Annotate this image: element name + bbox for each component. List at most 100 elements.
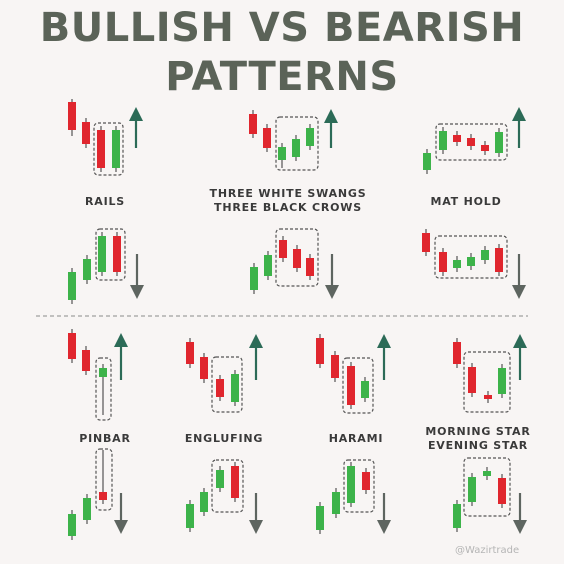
pattern-label-three-white-swangs: THREE BLACK CROWS: [214, 201, 362, 214]
candle-bear-3: [484, 391, 492, 403]
pattern-label-englufing: ENGLUFING: [185, 432, 263, 445]
candle-bear-4: [362, 468, 370, 494]
candle-bear-5: [306, 254, 314, 280]
pattern-highlight-box: [95, 228, 126, 281]
arrow-down-icon: [130, 254, 144, 299]
arrow-down-icon: [513, 493, 527, 534]
pattern-highlight-box: [275, 116, 319, 171]
candle-bull-3: [347, 462, 355, 507]
pattern-label-three-white-swangs: THREE WHITE SWANGS: [210, 187, 367, 200]
candle-bull-2: [264, 251, 272, 280]
candle-bull-2: [83, 255, 91, 284]
candle-bear-3: [99, 450, 107, 504]
candle-bear-1: [186, 338, 194, 368]
candle-bull-3: [278, 143, 286, 168]
candle-bear-3: [97, 126, 105, 172]
candle-bull-4: [361, 377, 369, 402]
candle-bear-1: [316, 334, 324, 368]
pattern-label-rails: RAILS: [85, 195, 125, 208]
candle-bear-2: [263, 124, 271, 152]
evening-star-bearish: [453, 457, 527, 534]
mat-hold-bullish: [423, 107, 526, 174]
arrow-up-icon: [129, 107, 143, 148]
candle-bull-1: [68, 510, 76, 540]
candle-bear-6: [495, 244, 503, 276]
candle-bull-1: [453, 500, 461, 532]
mat-hold-bearish: [422, 229, 526, 299]
candle-bull-3: [453, 256, 461, 272]
candle-bull-2: [83, 494, 91, 524]
englufing-bullish: [186, 334, 263, 413]
pattern-highlight-box: [275, 228, 319, 287]
arrow-up-icon: [324, 109, 338, 148]
candle-bull-6: [495, 128, 503, 157]
candle-bull-4: [112, 126, 120, 172]
candle-bull-4: [467, 253, 475, 270]
pattern-highlight-box: [95, 448, 113, 511]
arrow-down-icon: [325, 254, 339, 299]
watermark: @Wazirtrade: [455, 545, 519, 556]
harami-bearish: [316, 459, 391, 534]
candle-bull-2: [468, 473, 476, 506]
candle-bull-3: [99, 364, 107, 415]
candle-bull-3: [483, 467, 491, 480]
candle-bull-1: [250, 263, 258, 294]
candle-bear-3: [453, 131, 461, 146]
pattern-highlight-box: [95, 357, 112, 421]
candle-bear-3: [347, 362, 355, 409]
englufing-bearish: [186, 459, 263, 534]
arrow-up-icon: [512, 107, 526, 148]
candle-bull-2: [439, 127, 447, 154]
candle-bull-4: [292, 135, 300, 161]
candle-bear-4: [467, 134, 475, 150]
candle-bear-4: [498, 474, 506, 508]
pinbar-bullish: [68, 329, 128, 421]
rails-bullish: [68, 99, 143, 176]
candle-bear-2: [200, 353, 208, 383]
candle-bear-1: [68, 99, 76, 136]
arrow-up-icon: [513, 334, 527, 380]
candle-bear-2: [331, 351, 339, 382]
pattern-highlight-box: [342, 357, 374, 414]
candle-bear-4: [113, 232, 121, 276]
candle-bear-3: [279, 236, 287, 262]
rails-bearish: [68, 228, 144, 304]
arrow-down-icon: [249, 493, 263, 534]
pattern-highlight-box: [434, 235, 508, 279]
harami-bullish: [316, 334, 391, 414]
morning-star-bullish: [453, 334, 527, 413]
pattern-label-mat-hold: MAT HOLD: [430, 195, 501, 208]
candle-bull-1: [68, 268, 76, 304]
candle-bull-1: [423, 149, 431, 174]
arrow-down-icon: [512, 254, 526, 299]
pattern-highlight-box: [343, 459, 375, 513]
page-title: BULLISH VS BEARISH PATTERNS: [0, 4, 564, 102]
title-line-1: BULLISH VS BEARISH: [39, 5, 525, 51]
candle-bear-1: [422, 229, 430, 256]
candle-bull-4: [498, 364, 506, 398]
candle-bear-4: [231, 462, 239, 502]
arrow-up-icon: [114, 333, 128, 380]
pattern-highlight-box: [93, 122, 124, 176]
candle-bull-3: [98, 232, 106, 276]
candle-bear-2: [82, 346, 90, 375]
three-white-swangs: [249, 109, 338, 171]
arrow-down-icon: [377, 493, 391, 534]
candle-bull-4: [231, 370, 239, 406]
candle-bull-1: [186, 500, 194, 532]
pattern-highlight-box: [435, 123, 508, 161]
candle-bull-1: [316, 502, 324, 534]
pattern-highlight-box: [211, 459, 244, 513]
pattern-highlight-box: [463, 351, 511, 413]
pattern-label-pinbar: PINBAR: [79, 432, 131, 445]
candle-bear-1: [68, 329, 76, 363]
candle-bear-5: [481, 141, 489, 155]
pattern-highlight-box: [211, 356, 243, 413]
arrow-up-icon: [249, 334, 263, 380]
three-black-crows: [250, 228, 339, 299]
pattern-label-harami: HARAMI: [329, 432, 384, 445]
pattern-label-morning-star: EVENING STAR: [428, 439, 528, 452]
candle-bull-5: [481, 246, 489, 264]
candle-bull-5: [306, 124, 314, 150]
